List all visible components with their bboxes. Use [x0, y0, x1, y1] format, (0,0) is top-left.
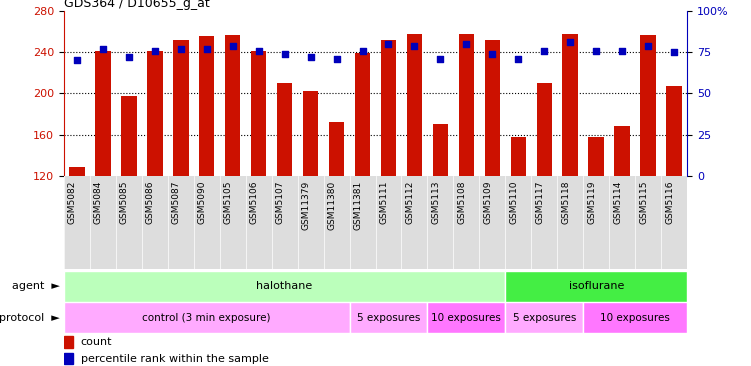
Text: GSM5107: GSM5107 [276, 180, 285, 224]
Point [487, 51, 499, 57]
Bar [589, 137, 604, 176]
Text: GSM5085: GSM5085 [119, 180, 128, 224]
Bar [121, 96, 137, 176]
Text: GSM5082: GSM5082 [68, 180, 77, 224]
Text: GSM5117: GSM5117 [535, 180, 544, 224]
Text: control (3 min exposure): control (3 min exposure) [143, 313, 271, 322]
Point [617, 48, 629, 53]
Text: GSM5108: GSM5108 [457, 180, 466, 224]
Point [538, 48, 550, 53]
Bar [251, 51, 267, 176]
Bar [641, 35, 656, 176]
Text: GSM5111: GSM5111 [379, 180, 388, 224]
Text: agent  ►: agent ► [12, 281, 60, 291]
Point [201, 46, 213, 52]
Bar [666, 86, 682, 176]
Point [564, 40, 576, 45]
Text: GSM5090: GSM5090 [198, 180, 207, 224]
Bar [407, 34, 422, 176]
Bar [173, 40, 189, 176]
Point [149, 48, 161, 53]
Bar [427, 302, 505, 333]
Bar [484, 40, 500, 176]
Bar [536, 83, 552, 176]
Point [71, 57, 83, 63]
Bar [381, 40, 397, 176]
Text: GSM5105: GSM5105 [224, 180, 233, 224]
Bar [277, 83, 292, 176]
Point [460, 41, 472, 47]
Bar [329, 122, 344, 176]
Text: GSM5119: GSM5119 [587, 180, 596, 224]
Bar [562, 34, 578, 176]
Text: GSM5087: GSM5087 [172, 180, 181, 224]
Text: GSM5115: GSM5115 [639, 180, 648, 224]
Point [668, 49, 680, 55]
Point [122, 54, 134, 60]
Bar [614, 126, 630, 176]
Text: GSM5118: GSM5118 [561, 180, 570, 224]
Point [305, 54, 317, 60]
Text: protocol  ►: protocol ► [0, 313, 60, 322]
Point [279, 51, 291, 57]
Point [330, 56, 342, 61]
Bar [64, 336, 74, 348]
Point [175, 46, 187, 52]
Bar [95, 51, 110, 176]
Bar [354, 53, 370, 176]
Bar [511, 137, 526, 176]
Text: GSM5109: GSM5109 [484, 180, 493, 224]
Text: count: count [81, 337, 112, 347]
Text: GSM11381: GSM11381 [354, 180, 363, 229]
Text: GSM5116: GSM5116 [665, 180, 674, 224]
Point [97, 46, 109, 52]
Bar [199, 36, 215, 176]
Bar [64, 302, 349, 333]
Point [434, 56, 446, 61]
Text: halothane: halothane [257, 281, 312, 291]
Text: GSM11379: GSM11379 [302, 180, 311, 229]
Point [357, 48, 369, 53]
Bar [225, 35, 240, 176]
Bar [505, 302, 584, 333]
Text: percentile rank within the sample: percentile rank within the sample [81, 354, 269, 364]
Bar [505, 271, 687, 302]
Point [252, 48, 264, 53]
Text: GSM5112: GSM5112 [406, 180, 415, 224]
Text: GSM11380: GSM11380 [327, 180, 336, 229]
Bar [147, 51, 162, 176]
Text: GSM5110: GSM5110 [509, 180, 518, 224]
Point [642, 43, 654, 49]
Bar [459, 34, 474, 176]
Text: 5 exposures: 5 exposures [513, 313, 576, 322]
Bar [69, 168, 85, 176]
Text: GDS364 / D10655_g_at: GDS364 / D10655_g_at [64, 0, 210, 10]
Point [382, 41, 394, 47]
Text: GSM5086: GSM5086 [146, 180, 155, 224]
Text: 5 exposures: 5 exposures [357, 313, 420, 322]
Bar [64, 353, 74, 365]
Text: GSM5084: GSM5084 [94, 180, 103, 224]
Bar [584, 302, 687, 333]
Bar [303, 91, 318, 176]
Point [590, 48, 602, 53]
Text: GSM5114: GSM5114 [614, 180, 623, 224]
Text: isoflurane: isoflurane [569, 281, 624, 291]
Text: GSM5113: GSM5113 [431, 180, 440, 224]
Point [512, 56, 524, 61]
Text: GSM5106: GSM5106 [249, 180, 258, 224]
Bar [349, 302, 427, 333]
Text: 10 exposures: 10 exposures [600, 313, 670, 322]
Point [409, 43, 421, 49]
Bar [64, 271, 505, 302]
Point [227, 43, 239, 49]
Bar [433, 124, 448, 176]
Text: 10 exposures: 10 exposures [432, 313, 502, 322]
